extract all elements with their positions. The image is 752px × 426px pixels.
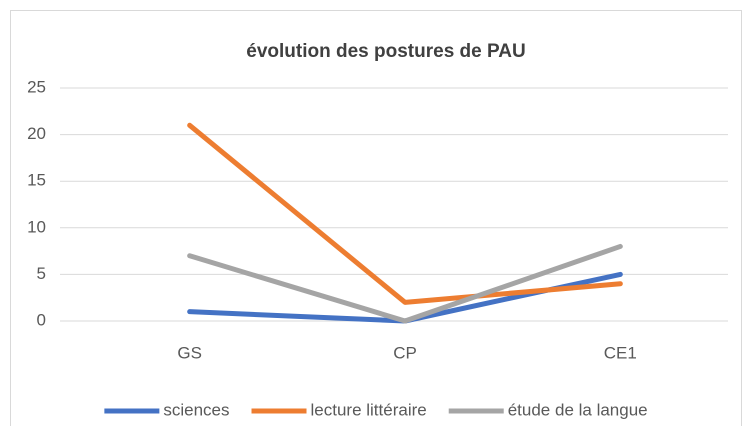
x-tick-label: CE1 xyxy=(604,343,637,362)
y-tick-label: 5 xyxy=(37,264,46,283)
y-tick-label: 15 xyxy=(27,171,46,190)
y-tick-label: 10 xyxy=(27,217,46,236)
data-line xyxy=(187,243,623,324)
x-tick-label: CP xyxy=(393,343,417,362)
legend-label: étude de la langue xyxy=(508,400,648,419)
chart-border xyxy=(10,10,742,426)
legend-label: lecture littéraire xyxy=(311,400,427,419)
legend-label: sciences xyxy=(163,400,229,419)
y-tick-label: 0 xyxy=(37,310,46,329)
x-tick-label: GS xyxy=(177,343,202,362)
data-line xyxy=(187,122,623,305)
y-tick-label: 20 xyxy=(27,124,46,143)
chart-title: évolution des postures de PAU xyxy=(246,41,525,62)
y-tick-label: 25 xyxy=(27,77,46,96)
